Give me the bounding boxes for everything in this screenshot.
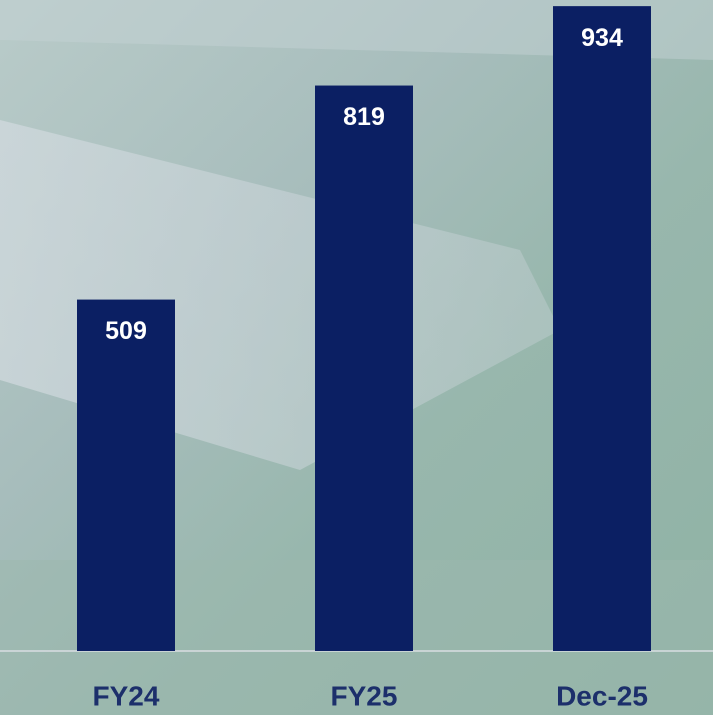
x-tick-label: FY24: [93, 680, 160, 711]
value-label: 819: [343, 103, 385, 131]
x-tick-label: Dec-25: [556, 680, 648, 711]
bar: [553, 6, 651, 651]
value-label: 934: [581, 24, 623, 52]
chart: FY24 509 FY25 819 Dec-25 934: [0, 0, 713, 715]
value-label: 509: [105, 317, 147, 345]
bar: [315, 86, 413, 651]
bar: [77, 300, 175, 651]
x-tick-label: FY25: [331, 680, 398, 711]
page: {"chart_data": {"type": "bar", "categori…: [0, 0, 713, 715]
